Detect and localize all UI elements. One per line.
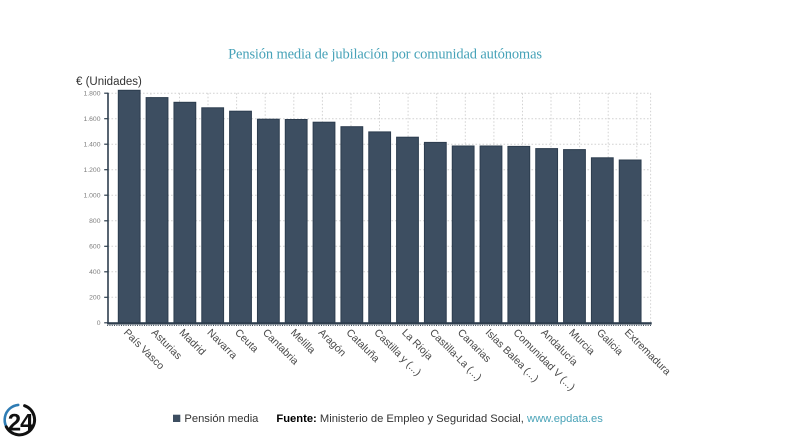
svg-text:1.400: 1.400: [83, 142, 100, 149]
svg-text:0: 0: [97, 320, 101, 327]
svg-text:200: 200: [89, 295, 101, 302]
svg-text:€ (Unidades): € (Unidades): [76, 76, 142, 88]
svg-text:1.000: 1.000: [83, 193, 100, 200]
svg-text:Pensión media: Pensión media: [184, 413, 259, 425]
svg-text:1.800: 1.800: [83, 91, 100, 98]
svg-text:600: 600: [89, 244, 101, 251]
svg-text:1.200: 1.200: [83, 167, 100, 174]
svg-text:800: 800: [89, 218, 101, 225]
svg-text:Pensión media de jubilación po: Pensión media de jubilación por comunida…: [228, 46, 542, 62]
svg-text:1.600: 1.600: [83, 116, 100, 123]
svg-text:Fuente: Ministerio de Empleo y: Fuente: Ministerio de Empleo y Seguridad…: [276, 413, 603, 425]
svg-text:24: 24: [8, 409, 34, 436]
svg-text:400: 400: [89, 269, 101, 276]
